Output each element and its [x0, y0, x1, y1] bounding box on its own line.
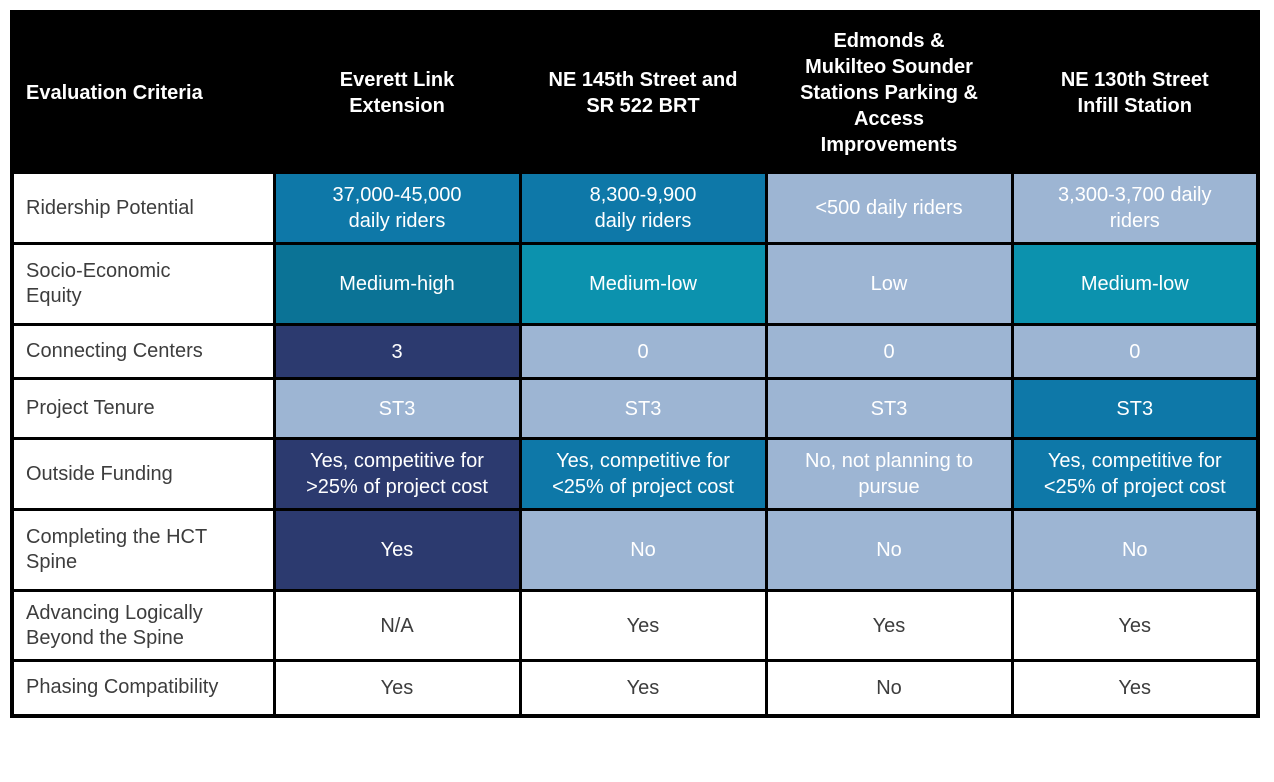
row-label: Completing the HCT Spine: [10, 508, 276, 592]
header-row: Evaluation Criteria Everett Link Extensi…: [10, 10, 1260, 174]
row-outside-funding: Outside Funding Yes, competitive for >25…: [10, 437, 1260, 511]
table-cell: 0: [1010, 323, 1260, 380]
table-cell: 3: [272, 323, 522, 380]
table-cell: <500 daily riders: [764, 171, 1014, 245]
table-cell: No: [1010, 508, 1260, 592]
row-connecting-centers: Connecting Centers 3 0 0 0: [10, 323, 1260, 380]
column-header-ne-130th-infill-station: NE 130th Street Infill Station: [1010, 10, 1260, 174]
row-label: Phasing Compatibility: [10, 659, 276, 717]
row-label: Outside Funding: [10, 437, 276, 511]
table-cell: ST3: [518, 377, 768, 440]
table-cell: ST3: [272, 377, 522, 440]
table-cell: No, not planning to pursue: [764, 437, 1014, 511]
evaluation-matrix: Evaluation Criteria Everett Link Extensi…: [10, 10, 1260, 718]
table-cell: Yes: [272, 508, 522, 592]
row-ridership-potential: Ridership Potential 37,000-45,000 daily …: [10, 171, 1260, 245]
table-cell: Yes: [518, 659, 768, 717]
table-cell: Yes, competitive for <25% of project cos…: [1010, 437, 1260, 511]
table-cell: 3,300-3,700 daily riders: [1010, 171, 1260, 245]
table-cell: 8,300-9,900 daily riders: [518, 171, 768, 245]
table-cell: Yes, competitive for <25% of project cos…: [518, 437, 768, 511]
table-cell: Yes: [1010, 659, 1260, 717]
row-socio-economic-equity: Socio-Economic Equity Medium-high Medium…: [10, 242, 1260, 326]
table-cell: Yes: [764, 589, 1014, 662]
table-cell: Medium-low: [1010, 242, 1260, 326]
table-cell: N/A: [272, 589, 522, 662]
table-cell: Medium-low: [518, 242, 768, 326]
table-cell: Medium-high: [272, 242, 522, 326]
column-header-ne-145th-sr-522-brt: NE 145th Street and SR 522 BRT: [518, 10, 768, 174]
table-cell: No: [518, 508, 768, 592]
table-cell: 37,000-45,000 daily riders: [272, 171, 522, 245]
table-cell: Yes: [1010, 589, 1260, 662]
table-cell: Yes: [518, 589, 768, 662]
row-label: Socio-Economic Equity: [10, 242, 276, 326]
row-project-tenure: Project Tenure ST3 ST3 ST3 ST3: [10, 377, 1260, 440]
table-cell: 0: [764, 323, 1014, 380]
table-cell: Yes, competitive for >25% of project cos…: [272, 437, 522, 511]
table-cell: No: [764, 659, 1014, 717]
row-label: Advancing Logically Beyond the Spine: [10, 589, 276, 662]
row-phasing-compatibility: Phasing Compatibility Yes Yes No Yes: [10, 659, 1260, 717]
row-label: Connecting Centers: [10, 323, 276, 380]
column-header-evaluation-criteria: Evaluation Criteria: [10, 10, 276, 174]
table-cell: ST3: [1010, 377, 1260, 440]
row-advancing-beyond-spine: Advancing Logically Beyond the Spine N/A…: [10, 589, 1260, 662]
column-header-everett-link-extension: Everett Link Extension: [272, 10, 522, 174]
row-completing-hct-spine: Completing the HCT Spine Yes No No No: [10, 508, 1260, 592]
table-cell: ST3: [764, 377, 1014, 440]
table-cell: Low: [764, 242, 1014, 326]
row-label: Ridership Potential: [10, 171, 276, 245]
table-cell: 0: [518, 323, 768, 380]
table-cell: No: [764, 508, 1014, 592]
evaluation-table: Evaluation Criteria Everett Link Extensi…: [10, 10, 1260, 718]
column-header-edmonds-mukilteo-sounder: Edmonds & Mukilteo Sounder Stations Park…: [764, 10, 1014, 174]
table-cell: Yes: [272, 659, 522, 717]
row-label: Project Tenure: [10, 377, 276, 440]
